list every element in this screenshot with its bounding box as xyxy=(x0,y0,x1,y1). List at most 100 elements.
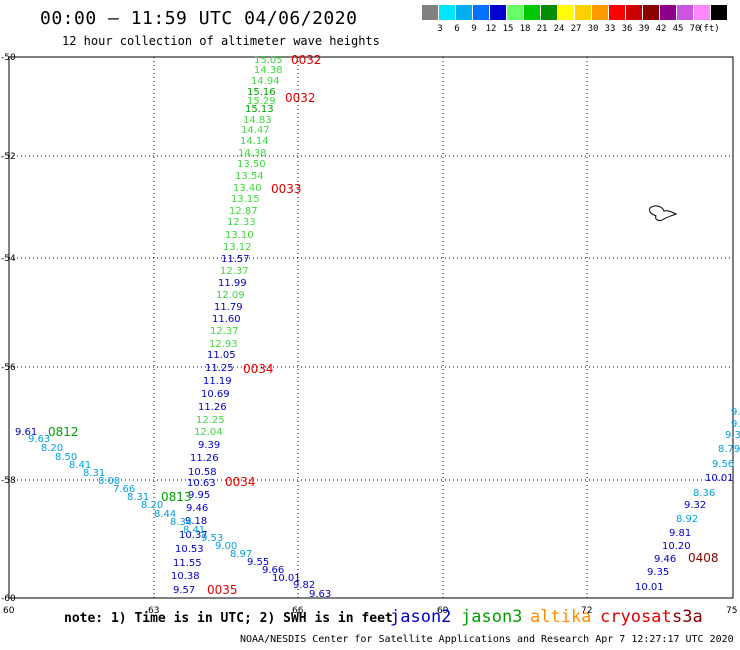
pass-time-label: 0035 xyxy=(207,583,238,597)
footnote: note: 1) Time is in UTC; 2) SWH is in fe… xyxy=(64,611,393,626)
swh-value-track-a: 13.10 xyxy=(225,230,254,241)
swh-value-track-c: 9.32 xyxy=(725,430,740,441)
map-subtitle: 12 hour collection of altimeter wave hei… xyxy=(62,34,380,48)
satellite-cryosat: cryosat xyxy=(600,607,672,627)
swh-value-track-b: 7.66 xyxy=(113,484,135,495)
legend-label: 36 xyxy=(621,24,633,34)
credit-line: NOAA/NESDIS Center for Satellite Applica… xyxy=(240,634,734,645)
swh-value-track-b: 9.00 xyxy=(215,541,237,552)
swh-value-track-a: 10.69 xyxy=(201,389,230,400)
lon-label: 75 xyxy=(726,606,737,616)
legend-label: 33 xyxy=(604,24,616,34)
satellite-altika: altika xyxy=(530,607,592,627)
swh-value-track-a: 9.18 xyxy=(185,516,207,527)
satellite-jason2: jason2 xyxy=(390,607,452,627)
pass-time-label: 0032 xyxy=(291,53,322,67)
pass-time-label: 0034 xyxy=(243,362,274,376)
lon-label: 72 xyxy=(581,606,592,616)
swh-value-track-c: 9.32 xyxy=(684,500,706,511)
pass-time-label: 0812 xyxy=(48,425,79,439)
legend-unit: (ft) xyxy=(698,24,720,34)
legend-swatch xyxy=(711,5,727,20)
swh-value-track-b: 10.01 xyxy=(272,573,301,584)
legend-label: 9 xyxy=(471,24,477,34)
swh-value-track-c: 10.01 xyxy=(705,473,734,484)
legend-label: 42 xyxy=(655,24,667,34)
swh-value-track-a: 12.33 xyxy=(227,217,256,228)
legend-swatch xyxy=(609,5,625,20)
lat-label: -60 xyxy=(1,594,16,604)
swh-value-track-b: 8.97 xyxy=(230,549,252,560)
legend-label: 18 xyxy=(519,24,531,34)
swh-value-track-c: 9.56 xyxy=(712,459,734,470)
legend-swatch xyxy=(626,5,642,20)
legend-label: 70 xyxy=(689,24,701,34)
swh-value-track-b: 8.31 xyxy=(127,492,149,503)
legend-label: 30 xyxy=(587,24,599,34)
legend-label: 39 xyxy=(638,24,650,34)
swh-value-track-c: 9.35 xyxy=(647,567,669,578)
swh-value-track-b: 8.44 xyxy=(154,509,176,520)
swh-value-track-a: 12.93 xyxy=(209,339,238,350)
legend-label: 6 xyxy=(454,24,460,34)
legend-label: 27 xyxy=(570,24,582,34)
swh-value-track-a: 11.26 xyxy=(198,402,227,413)
swh-value-track-c: 8.79 xyxy=(718,444,740,455)
swh-value-track-a: 15.29 xyxy=(247,96,276,107)
swh-value-track-a: 14.94 xyxy=(251,76,280,87)
legend-label: 15 xyxy=(502,24,514,34)
swh-value-track-a: 11.79 xyxy=(214,302,243,313)
swh-value-track-c: 9. xyxy=(731,407,740,418)
swh-value-track-a: 10.53 xyxy=(175,544,204,555)
swh-value-track-a: 12.25 xyxy=(196,415,225,426)
swh-value-track-b: 8.20 xyxy=(141,500,163,511)
swh-value-track-a: 11.55 xyxy=(173,558,202,569)
swh-value-track-a: 14.38 xyxy=(238,148,267,159)
legend-swatch xyxy=(524,5,540,20)
swh-value-track-a: 11.60 xyxy=(212,314,241,325)
swh-value-track-b: 8.50 xyxy=(55,452,77,463)
swh-value-track-b: 9.82 xyxy=(293,580,315,591)
swh-value-track-b: 9.63 xyxy=(309,589,331,600)
legend-swatch xyxy=(507,5,523,20)
swh-value-track-c: 8.36 xyxy=(693,488,715,499)
swh-value-track-a: 13.12 xyxy=(223,242,252,253)
swh-value-track-a: 11.99 xyxy=(218,278,247,289)
swh-value-track-a: 10.38 xyxy=(171,571,200,582)
swh-value-track-a: 13.15 xyxy=(231,194,260,205)
swh-value-track-a: 15.13 xyxy=(245,104,274,115)
swh-value-track-a: 14.83 xyxy=(243,115,272,126)
swh-value-track-a: 12.37 xyxy=(210,326,239,337)
swh-value-track-b: 9.61 xyxy=(15,427,37,438)
swh-value-track-a: 10.63 xyxy=(187,478,216,489)
legend-label: 12 xyxy=(485,24,497,34)
swh-value-track-b: 8.20 xyxy=(41,443,63,454)
swh-value-track-a: 13.54 xyxy=(235,171,264,182)
swh-value-track-a: 9.46 xyxy=(186,503,208,514)
swh-value-track-c: 8.92 xyxy=(676,514,698,525)
swh-value-track-c: 9.81 xyxy=(669,528,691,539)
legend-swatch xyxy=(694,5,710,20)
swh-value-track-a: 13.40 xyxy=(233,183,262,194)
swh-value-track-a: 15.16 xyxy=(247,87,276,98)
swh-value-track-a: 10.37 xyxy=(179,530,208,541)
legend-swatch xyxy=(677,5,693,20)
legend-label: 45 xyxy=(672,24,684,34)
legend-label: 3 xyxy=(437,24,443,34)
swh-value-track-a: 11.57 xyxy=(221,254,250,265)
swh-value-track-a: 14.47 xyxy=(241,125,270,136)
swh-value-track-a: 11.26 xyxy=(190,453,219,464)
lon-label: 69 xyxy=(437,606,449,616)
legend-swatch xyxy=(456,5,472,20)
pass-time-label: 0032 xyxy=(285,91,316,105)
lat-label: -54 xyxy=(1,254,16,264)
satellite-s3a: s3a xyxy=(672,607,703,627)
legend-swatch xyxy=(660,5,676,20)
pass-time-label: 0033 xyxy=(271,182,302,196)
map-title: 00:00 – 11:59 UTC 04/06/2020 xyxy=(40,8,358,29)
swh-value-track-a: 11.19 xyxy=(203,376,232,387)
swh-value-track-c: 10.01 xyxy=(635,582,664,593)
swh-value-track-b: 8.08 xyxy=(98,476,120,487)
legend-swatch xyxy=(439,5,455,20)
swh-value-track-a: 14.14 xyxy=(240,136,269,147)
